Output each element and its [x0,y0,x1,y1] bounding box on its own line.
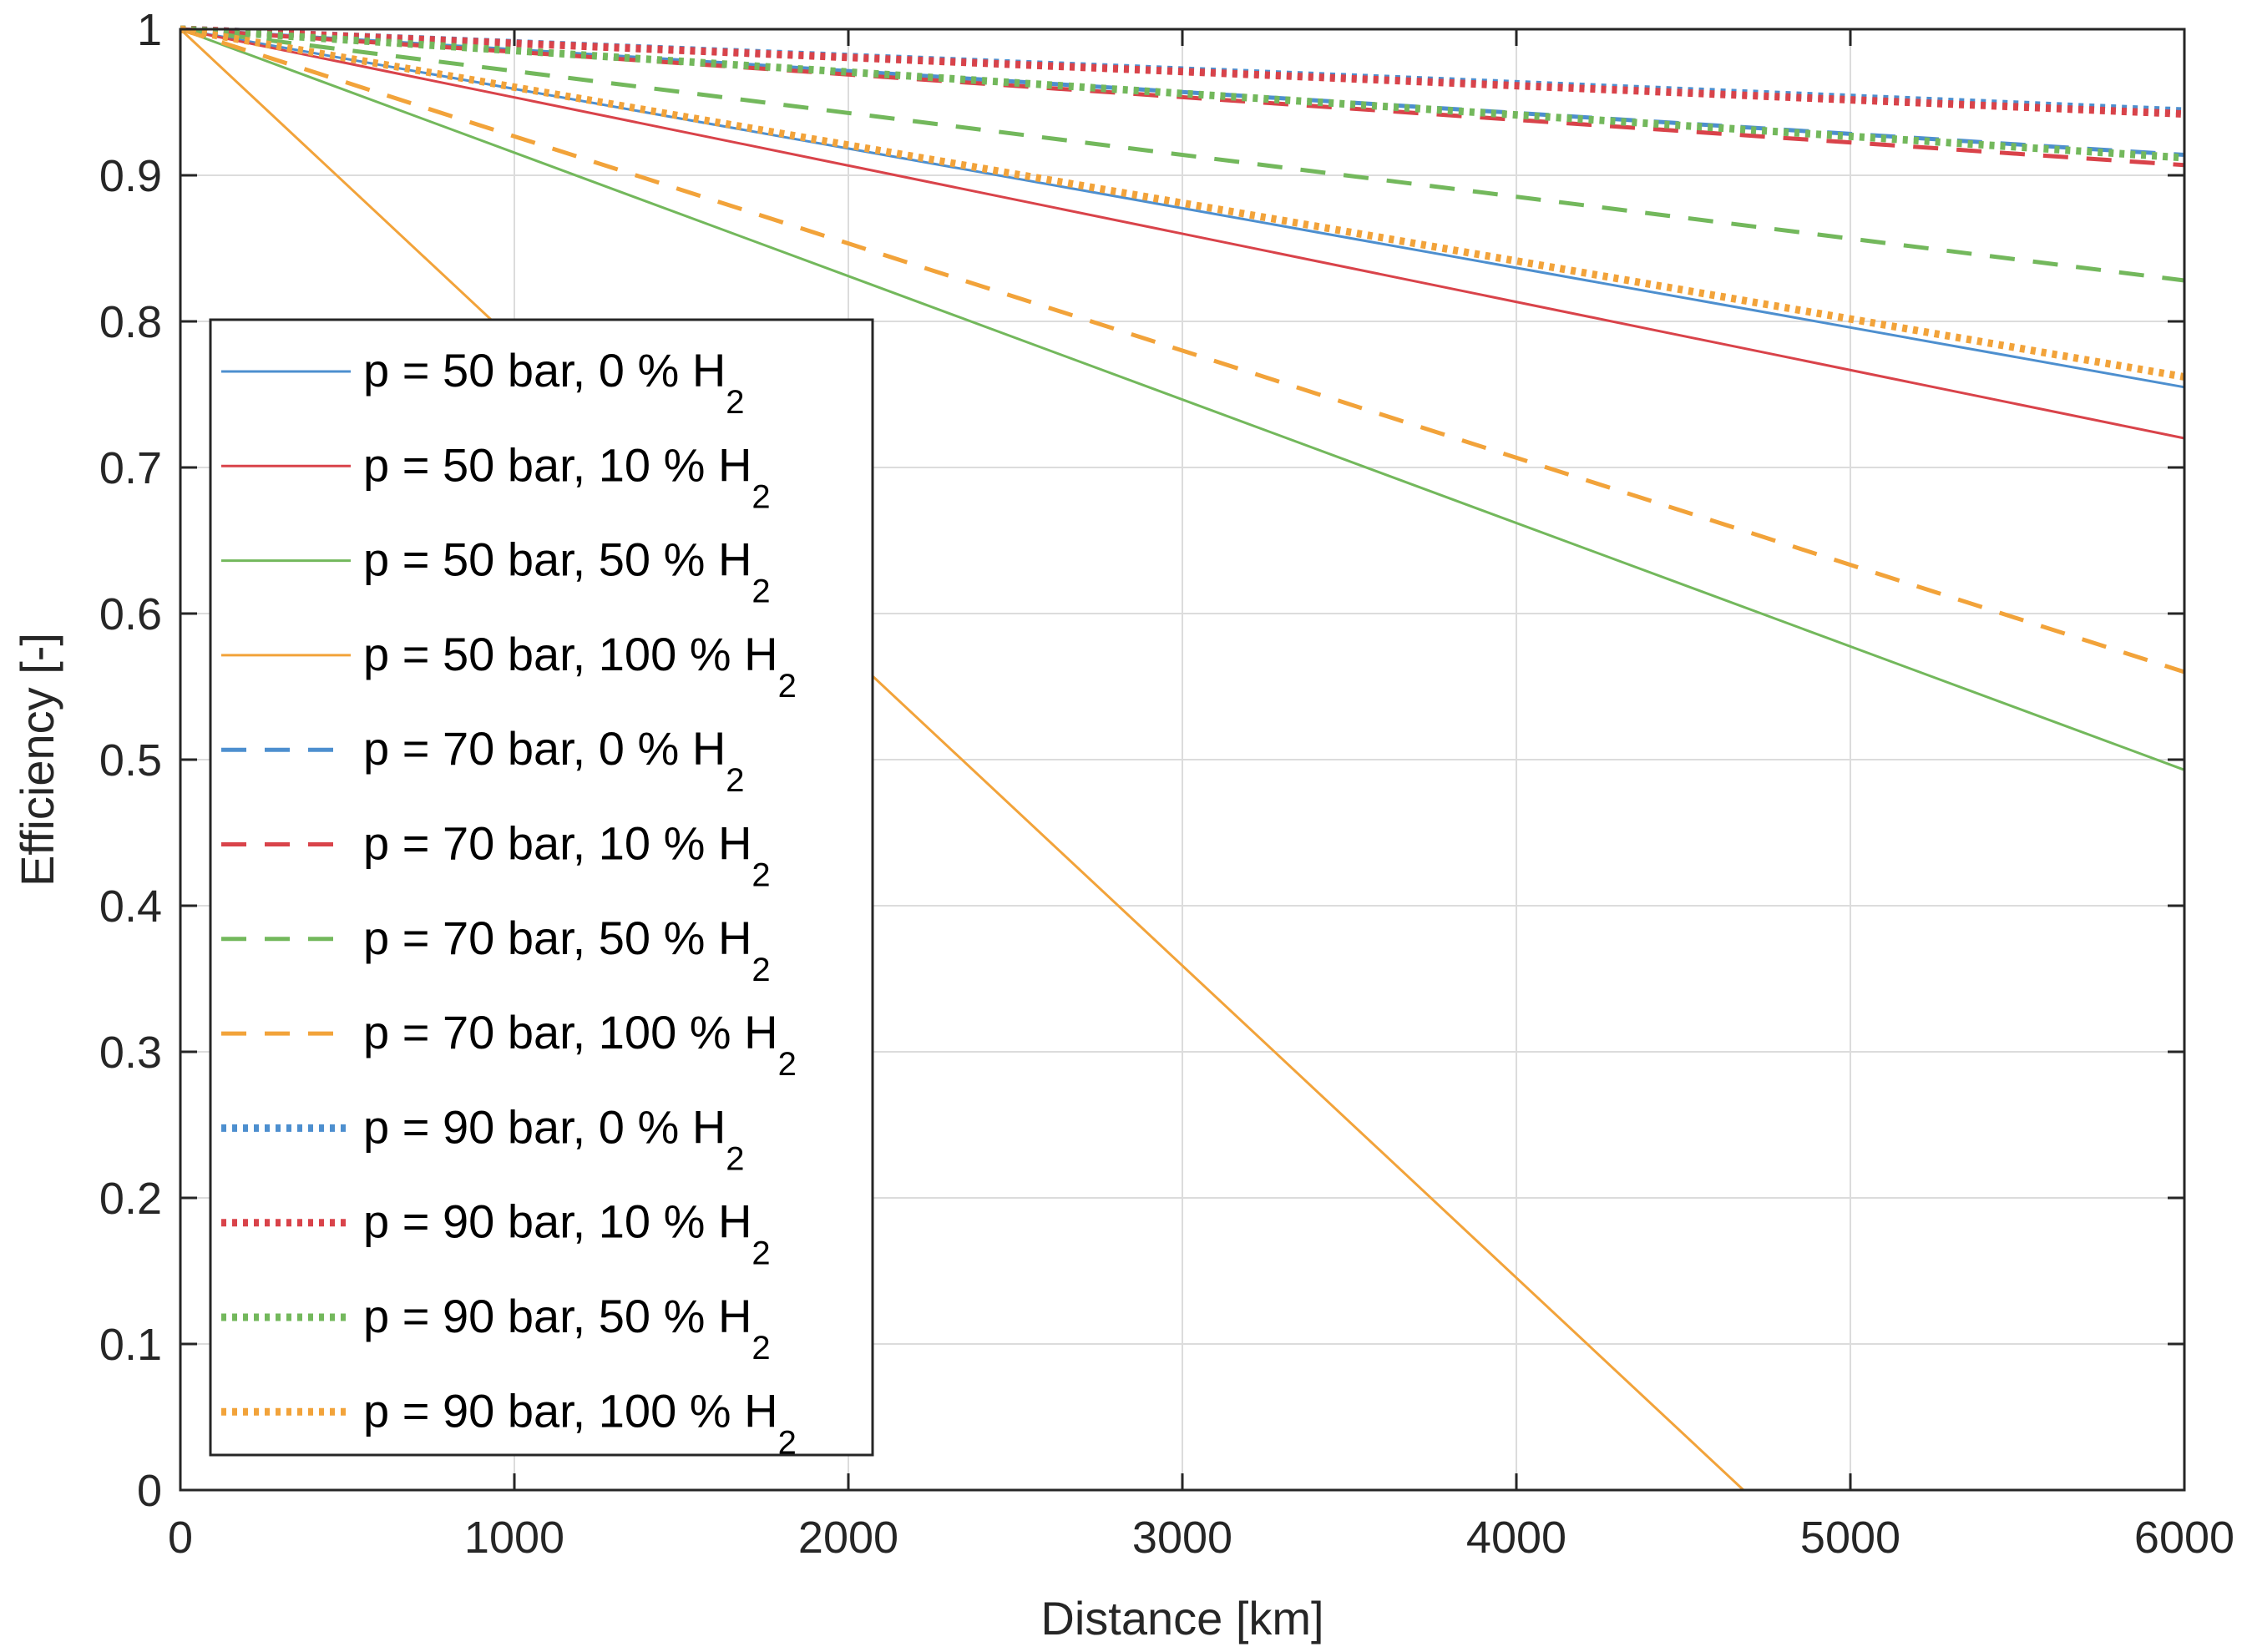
y-tick-label: 0.3 [99,1028,162,1078]
y-tick-labels: 0 0.1 0.2 0.3 0.4 0.5 0.6 0.7 0.8 0.9 1 [99,5,162,1516]
x-tick-label: 0 [168,1513,193,1563]
legend-label-subscript: 2 [752,952,770,988]
y-tick-label: 0.5 [99,735,162,786]
legend-label-subscript: 2 [726,384,744,421]
y-tick-label: 0.6 [99,589,162,639]
y-tick-label: 1 [137,5,162,55]
legend-label-subscript: 2 [752,1330,770,1367]
series-line-11 [180,25,2185,162]
y-tick-label: 0 [137,1466,162,1516]
x-tick-label: 5000 [1800,1513,1900,1563]
series-line-12 [180,25,2185,381]
y-tick-label: 0.2 [99,1174,162,1224]
legend-label-subscript: 2 [778,668,797,705]
legend-label-subscript: 2 [752,573,770,610]
legend: p = 50 bar, 0 % H2p = 50 bar, 10 % H2p =… [209,318,874,1461]
legend-box [209,318,874,1457]
legend-label-subscript: 2 [726,762,744,799]
x-tick-label: 6000 [2134,1513,2234,1563]
axis-ticks [179,28,2186,1492]
x-tick-label: 4000 [1466,1513,1566,1563]
y-tick-label: 0.7 [99,443,162,493]
series-lines [179,25,2185,1492]
series-line-4 [179,28,1745,1492]
series-line-7 [180,27,2185,283]
x-tick-label: 2000 [798,1513,898,1563]
y-tick-label: 0.1 [99,1320,162,1370]
legend-label-subscript: 2 [752,1235,770,1272]
y-tick-label: 0.8 [99,297,162,347]
series-line-2 [180,28,2185,440]
x-tick-label: 3000 [1132,1513,1232,1563]
legend-label-subscript: 2 [752,478,770,515]
legend-label-subscript: 2 [752,857,770,894]
y-tick-label: 0.4 [99,882,162,932]
legend-label-subscript: 2 [778,1424,797,1461]
y-tick-label: 0.9 [99,151,162,201]
legend-label-subscript: 2 [778,1046,797,1083]
series-line-3 [180,28,2185,771]
series-line-10 [180,25,2185,118]
x-tick-label: 1000 [464,1513,564,1563]
series-line-8 [180,27,2185,674]
series-line-6 [180,27,2185,168]
x-axis-label: Distance [km] [1040,1592,1323,1644]
y-axis-label: Efficiency [-] [11,633,63,887]
legend-label-subscript: 2 [726,1140,744,1177]
x-tick-labels: 0 1000 2000 3000 4000 5000 6000 [168,1513,2234,1563]
